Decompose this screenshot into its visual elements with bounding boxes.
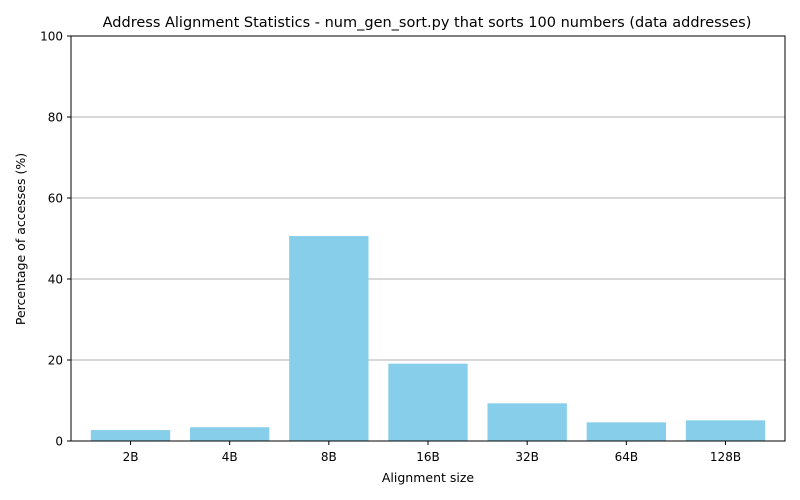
y-tick-label: 80 bbox=[48, 111, 63, 125]
bar-16B bbox=[388, 363, 468, 441]
y-axis-label: Percentage of accesses (%) bbox=[13, 153, 28, 325]
x-tick-label: 32B bbox=[515, 450, 539, 464]
x-axis-label: Alignment size bbox=[382, 470, 475, 485]
y-axis-ticks: 0 20 40 60 80 100 bbox=[40, 30, 71, 449]
bars-layer bbox=[90, 236, 766, 441]
y-tick-label: 20 bbox=[48, 354, 63, 368]
grid-layer bbox=[71, 116, 785, 361]
y-tick-label: 40 bbox=[48, 273, 63, 287]
x-tick-label: 128B bbox=[710, 450, 741, 464]
bar-128B bbox=[685, 420, 766, 441]
x-tick-label: 2B bbox=[123, 450, 139, 464]
x-axis-ticks: 2B 4B 8B 16B 32B 64B 128B bbox=[123, 441, 741, 464]
bar-32B bbox=[487, 403, 567, 441]
bar-2B bbox=[90, 430, 171, 441]
x-tick-label: 64B bbox=[615, 450, 639, 464]
x-tick-label: 16B bbox=[416, 450, 440, 464]
bar-4B bbox=[190, 427, 270, 441]
x-tick-label: 4B bbox=[222, 450, 238, 464]
chart-title: Address Alignment Statistics - num_gen_s… bbox=[103, 15, 752, 31]
y-tick-label: 0 bbox=[55, 435, 63, 449]
bar-64B bbox=[586, 422, 666, 441]
y-tick-label: 60 bbox=[48, 192, 63, 206]
y-tick-label: 100 bbox=[40, 30, 63, 44]
x-tick-label: 8B bbox=[321, 450, 337, 464]
bar-8B bbox=[289, 236, 369, 441]
